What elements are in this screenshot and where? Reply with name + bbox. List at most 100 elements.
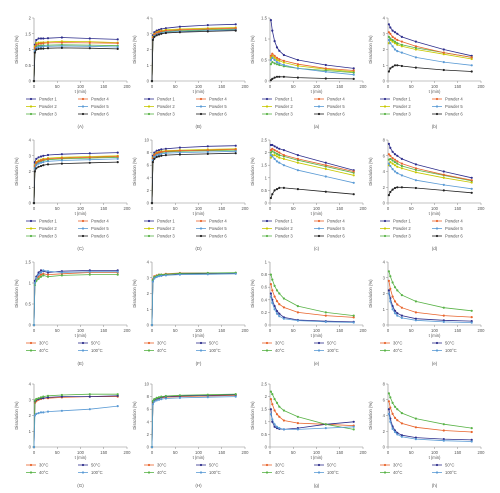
x-axis-label: t (min) bbox=[311, 211, 323, 216]
x-tick-label: 100 bbox=[431, 328, 439, 333]
legend: Powder 1 Powder 4 Powder 2 Powder 5 Powder 3… bbox=[26, 97, 109, 117]
data-point bbox=[234, 144, 237, 147]
x-tick-label: 150 bbox=[218, 328, 226, 333]
data-point bbox=[282, 53, 285, 57]
x-tick-label: 0 bbox=[33, 84, 36, 89]
x-tick-label: 50 bbox=[55, 328, 60, 333]
data-point bbox=[39, 47, 43, 50]
panel-label: (F) bbox=[196, 361, 202, 366]
data-point bbox=[393, 286, 397, 289]
legend-label: Powder 2 bbox=[157, 226, 175, 231]
legend-swatch-marker bbox=[199, 349, 203, 352]
x-tick-label: 150 bbox=[454, 328, 462, 333]
data-point bbox=[178, 396, 181, 399]
x-tick-label: 50 bbox=[409, 450, 414, 455]
data-point bbox=[88, 41, 91, 45]
panel-d1: 0 1 2 3 4 0 50 100 150 200 t (min) Dissolution (%) P… bbox=[368, 16, 485, 130]
data-point bbox=[396, 433, 399, 436]
y-tick-label: 6 bbox=[383, 153, 386, 158]
data-point bbox=[157, 28, 161, 31]
legend-label: Powder 2 bbox=[393, 226, 411, 231]
legend-label: Powder 6 bbox=[445, 112, 463, 117]
x-tick-label: 100 bbox=[77, 450, 85, 455]
data-point bbox=[414, 319, 417, 322]
data-point bbox=[46, 163, 50, 166]
y-tick-label: 1.5 bbox=[25, 31, 31, 36]
data-point bbox=[275, 155, 279, 158]
legend-swatch-marker bbox=[435, 219, 439, 223]
legend-swatch-marker bbox=[265, 112, 269, 116]
x-tick-label: 200 bbox=[360, 328, 368, 333]
data-point bbox=[400, 314, 403, 317]
data-point bbox=[206, 150, 209, 154]
data-point bbox=[178, 146, 181, 149]
data-point bbox=[275, 425, 279, 428]
y-tick-label: 3 bbox=[383, 31, 386, 36]
data-point bbox=[88, 45, 91, 48]
x-tick-label: 200 bbox=[478, 450, 486, 455]
legend-label: 40°C bbox=[157, 470, 166, 475]
data-point bbox=[271, 301, 274, 304]
data-point bbox=[393, 164, 397, 167]
data-point bbox=[282, 157, 285, 160]
data-point bbox=[282, 164, 285, 167]
data-point bbox=[269, 273, 272, 276]
data-point bbox=[273, 76, 276, 79]
x-tick-label: 100 bbox=[77, 84, 85, 89]
data-point bbox=[37, 162, 40, 165]
data-point bbox=[273, 425, 276, 428]
data-point bbox=[155, 154, 158, 157]
data-point bbox=[442, 68, 445, 72]
legend-label: Powder 3 bbox=[393, 112, 411, 117]
y-tick-label: 6 bbox=[147, 407, 150, 412]
data-point bbox=[39, 396, 43, 399]
x-axis-label: t (min) bbox=[429, 211, 441, 216]
x-tick-label: 0 bbox=[269, 206, 272, 211]
data-point bbox=[414, 167, 417, 170]
legend-swatch-marker bbox=[265, 463, 269, 467]
data-point bbox=[400, 434, 403, 437]
data-point bbox=[389, 32, 392, 35]
data-point bbox=[60, 271, 64, 274]
legend-swatch-marker bbox=[147, 227, 151, 230]
data-point bbox=[352, 314, 355, 317]
legend: Powder 1 Powder 4 Powder 2 Powder 5 Powder 3… bbox=[262, 219, 345, 239]
data-point bbox=[278, 161, 281, 164]
data-point bbox=[396, 154, 399, 157]
x-tick-label: 100 bbox=[431, 450, 439, 455]
y-axis-label: Dissolution (%) bbox=[368, 279, 373, 308]
x-axis-label: t (min) bbox=[311, 333, 323, 338]
data-point bbox=[269, 79, 272, 82]
data-point bbox=[273, 409, 276, 412]
y-tick-label: 1 bbox=[265, 419, 268, 424]
data-point bbox=[387, 292, 390, 295]
y-tick-label: 0 bbox=[383, 79, 386, 84]
data-point bbox=[39, 275, 43, 278]
data-point bbox=[442, 189, 445, 192]
data-point bbox=[393, 158, 397, 161]
x-tick-label: 150 bbox=[218, 84, 226, 89]
data-point bbox=[153, 154, 156, 157]
data-point bbox=[60, 41, 64, 44]
legend: Powder 1 Powder 4 Powder 2 Powder 5 Powder 3… bbox=[262, 97, 345, 117]
data-point bbox=[60, 409, 64, 412]
y-tick-label: 0.5 bbox=[25, 302, 31, 307]
data-point bbox=[387, 35, 390, 39]
data-point bbox=[269, 283, 272, 286]
data-point bbox=[389, 300, 392, 303]
y-tick-label: 4 bbox=[29, 138, 32, 143]
data-point bbox=[278, 62, 281, 65]
data-point bbox=[414, 46, 417, 50]
data-point bbox=[60, 153, 64, 156]
y-tick-label: 8 bbox=[383, 382, 386, 387]
data-point bbox=[324, 190, 327, 193]
data-point bbox=[414, 417, 417, 420]
legend-swatch-marker bbox=[199, 112, 203, 116]
data-point bbox=[442, 170, 445, 173]
data-point bbox=[160, 32, 163, 35]
data-point bbox=[32, 445, 36, 449]
data-point bbox=[278, 49, 281, 52]
data-point bbox=[206, 393, 209, 396]
data-point bbox=[46, 396, 50, 399]
